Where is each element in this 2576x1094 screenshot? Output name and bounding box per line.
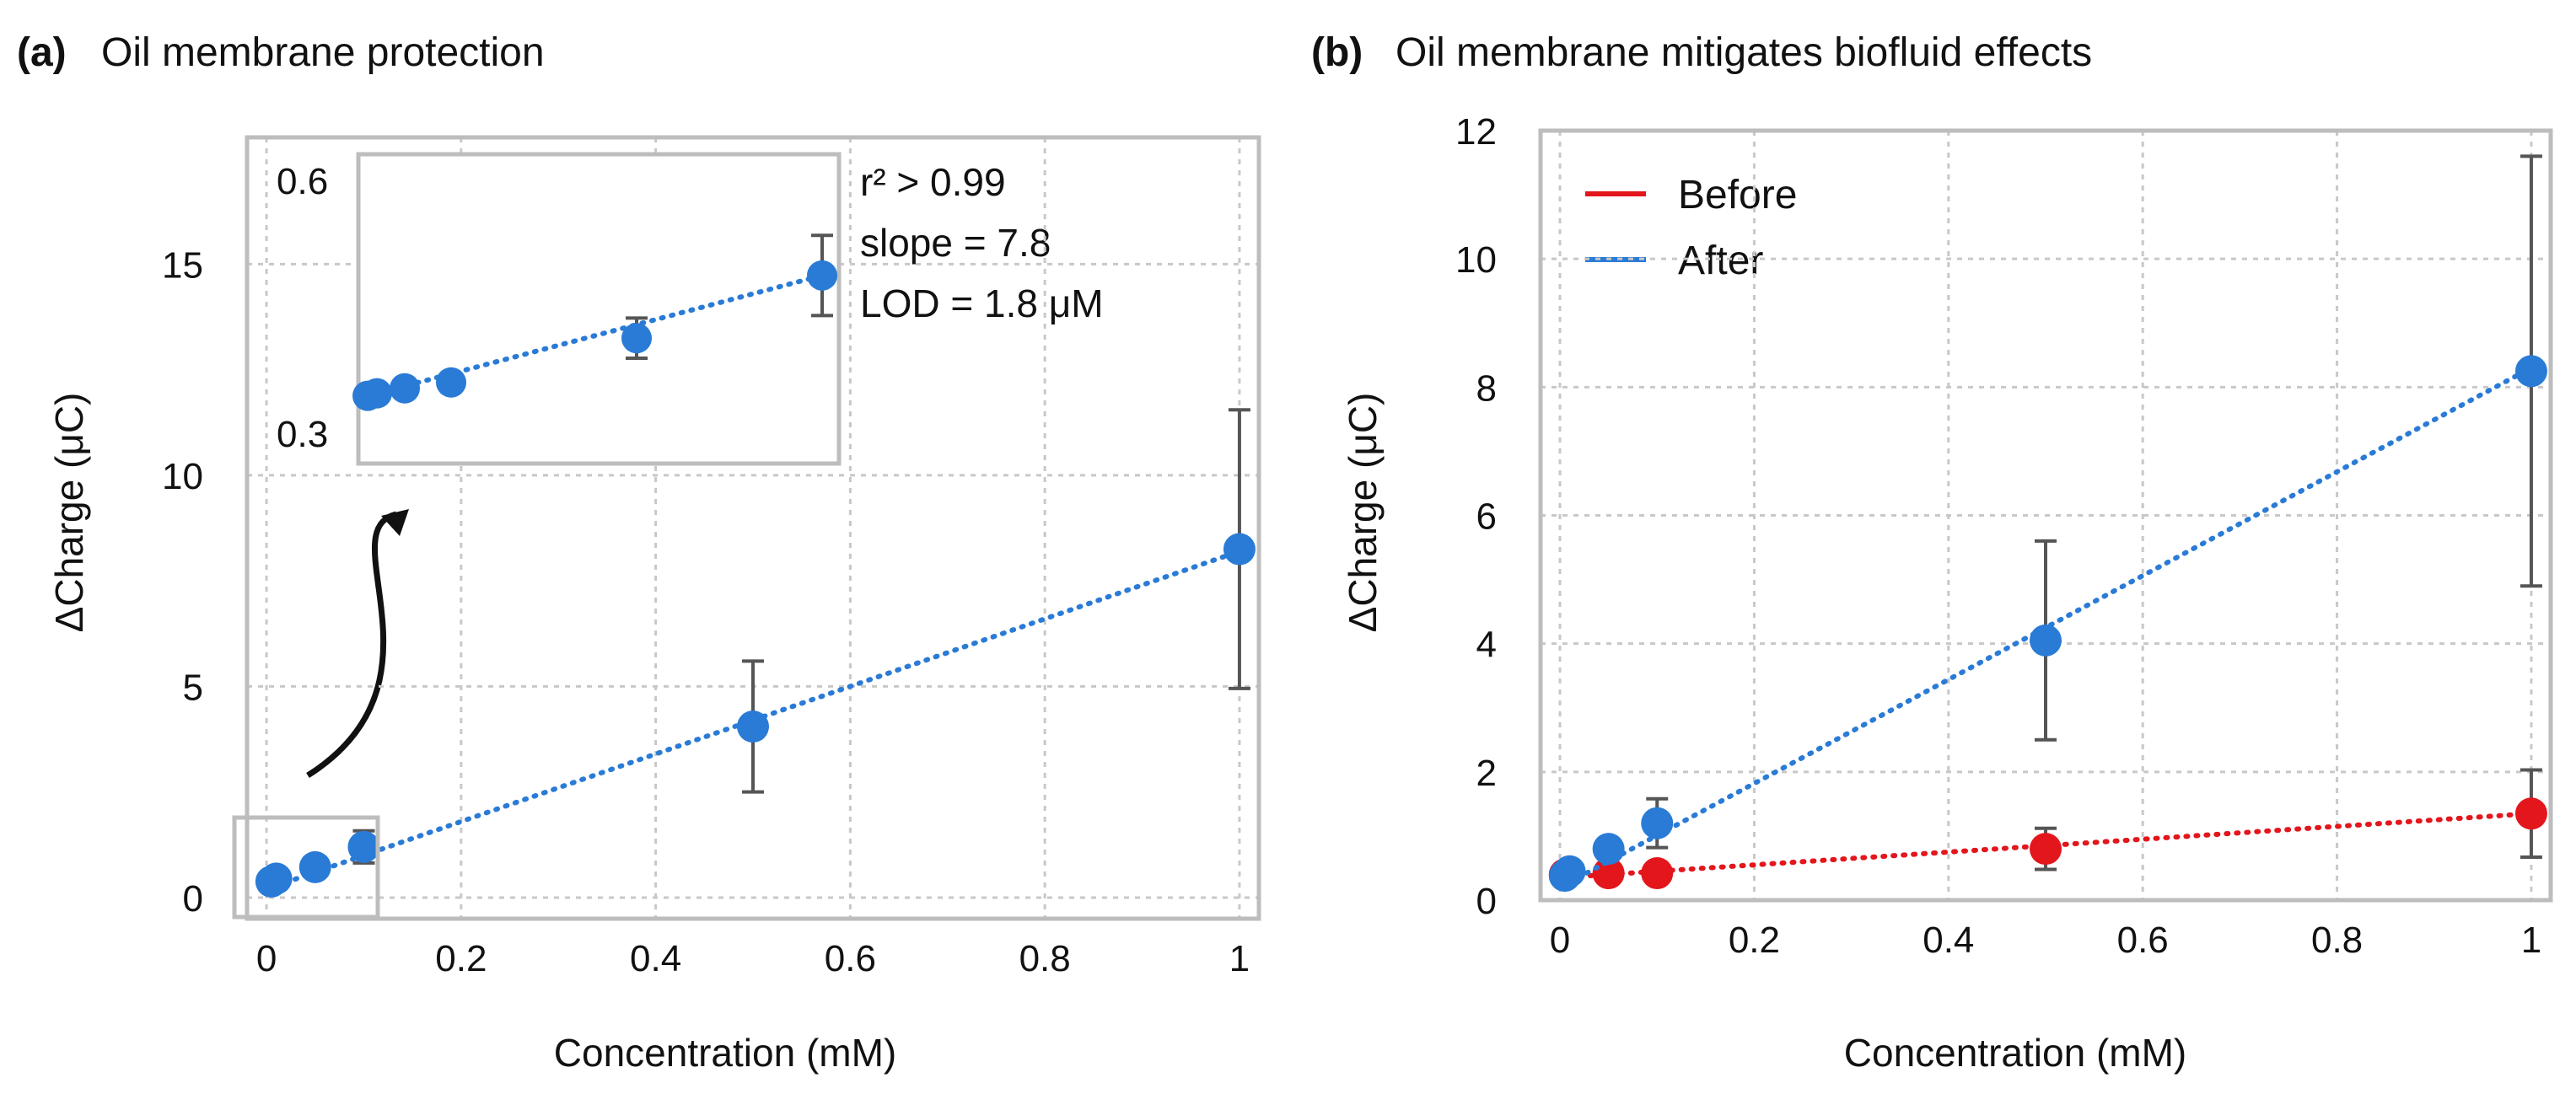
panel-b-before-point: [2514, 797, 2547, 830]
panel-b-ytick-label: 8: [1476, 367, 1497, 409]
panel-a-ytick-label: 0: [183, 878, 203, 920]
inset-slope-annotation: slope = 7.8: [860, 221, 1051, 265]
panel-b-before-point: [1592, 857, 1625, 890]
panel-a-xtick-label: 0.8: [1019, 938, 1071, 979]
panel-b-xtick-label: 0.8: [2311, 920, 2363, 961]
panel-b-ytick-label: 2: [1476, 753, 1497, 794]
inset-point: [436, 367, 466, 398]
panel-b-ytick-label: 10: [1455, 239, 1497, 281]
panel-a-after-point: [1223, 533, 1256, 566]
inset-lod-annotation: LOD = 1.8 μM: [860, 282, 1104, 325]
panel-a-xtick-label: 0: [256, 938, 277, 979]
panel-a-letter: (a): [17, 30, 67, 75]
panel-b-ytick-label: 4: [1476, 625, 1497, 666]
inset-ytick-label: 0.6: [277, 161, 328, 202]
panel-b-after-point: [1641, 807, 1674, 839]
panel-a-after-point: [298, 850, 331, 883]
panel-b-before-point: [1641, 857, 1674, 890]
panel-a-title: Oil membrane protection: [101, 30, 545, 75]
inset-fit-line: [356, 272, 825, 401]
panel-b-after-point: [2030, 624, 2062, 657]
inset-point: [621, 323, 652, 354]
panel-b-after-fit-line: [1557, 365, 2534, 890]
panel-a-after-point: [737, 711, 769, 743]
panel-b-ylabel: ΔCharge (μC): [1341, 393, 1385, 633]
legend-before-label: Before: [1678, 173, 1797, 217]
panel-b-after-point: [1553, 855, 1586, 888]
panel-a-after-point: [260, 862, 293, 895]
inset-ytick-label: 0.3: [277, 414, 328, 455]
panel-b-after-point: [2514, 355, 2547, 388]
panel-b-ytick-label: 12: [1455, 111, 1497, 153]
inset-point: [807, 260, 837, 291]
panel-b-xtick-label: 0.2: [1729, 920, 1780, 961]
inset-r2-annotation: r² > 0.99: [860, 160, 1006, 204]
zoom-arrow: [306, 511, 398, 778]
panel-a-xtick-label: 0.2: [435, 938, 487, 979]
panel-b-xtick-label: 0.6: [2117, 920, 2169, 961]
zoom-region-box: [232, 815, 380, 920]
zoom-arrow-head: [381, 509, 409, 536]
panel-b-xtick-label: 0.4: [1923, 920, 1974, 961]
panel-a-ytick-label: 10: [162, 456, 203, 497]
panel-b-frame: [1538, 128, 2553, 903]
panel-b-letter: (b): [1311, 30, 1363, 75]
legend-after-label: After: [1678, 239, 1763, 283]
panel-a-xtick-label: 0.4: [630, 938, 681, 979]
panel-b-xtick-label: 0: [1550, 920, 1570, 961]
panel-b-title: Oil membrane mitigates biofluid effects: [1396, 30, 2092, 75]
panel-b-after-point: [1592, 833, 1625, 866]
panel-a-xtick-label: 0.6: [825, 938, 876, 979]
panel-a-frame: [245, 135, 1261, 921]
panel-b-ytick-label: 0: [1476, 881, 1497, 922]
panel-b-xlabel: Concentration (mM): [1844, 1031, 2186, 1075]
inset-point: [362, 378, 392, 409]
panel-a-xlabel: Concentration (mM): [554, 1031, 896, 1075]
panel-a-ytick-label: 5: [183, 667, 203, 708]
inset-point: [390, 373, 420, 404]
panel-a-after-point: [347, 830, 380, 863]
inset-frame: [356, 152, 842, 466]
panel-b-before-point: [2030, 833, 2062, 866]
panel-a-ytick-label: 15: [162, 244, 203, 286]
panel-a-ylabel: ΔCharge (μC): [47, 393, 91, 633]
panel-b-xtick-label: 1: [2521, 920, 2541, 961]
panel-a-xtick-label: 1: [1229, 938, 1250, 979]
panel-b-ytick-label: 6: [1476, 496, 1497, 538]
